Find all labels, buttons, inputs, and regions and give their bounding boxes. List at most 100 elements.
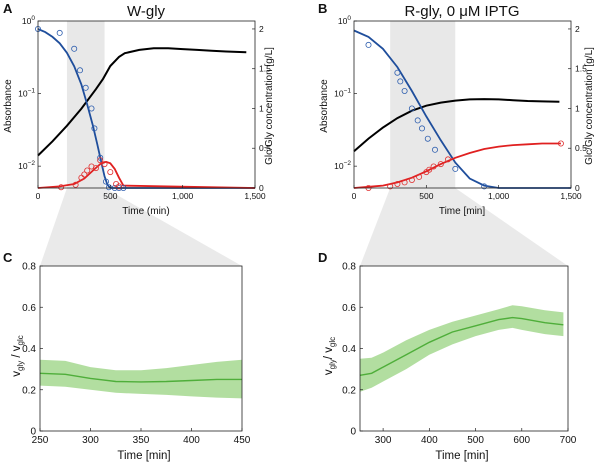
panel-c-ytick-label: 0.6 (22, 303, 36, 314)
panel-a-marker-glucose-data (71, 45, 78, 52)
panel-a-marker-glycerol-data (107, 169, 114, 176)
panel-c-ytick-label: 0.4 (22, 344, 36, 355)
panel-a-marker-glycerol-data (81, 171, 88, 178)
panel-c-xtick-label: 400 (183, 435, 200, 446)
panel-a-y2tick-label: 2 (259, 24, 264, 34)
panel-a-plot: 0 500 1,000 1,500 100 10−1 10−2 0 0.5 1 1.5 2 (18, 15, 271, 201)
panel-a-marker-glycerol-data (97, 157, 104, 164)
panel-a-series-glycerol-fit (37, 160, 256, 189)
panel-a-marker-glycerol-data (101, 161, 108, 168)
zoom-funnels (40, 188, 568, 266)
panel-a-marker-glycerol-data (58, 184, 65, 191)
zoom-funnel-a-to-c (40, 188, 242, 266)
panel-a-ylabel: Absorbance (3, 79, 14, 133)
panel-b-y2tick-label: 1.5 (575, 64, 587, 74)
panel-b-y2label: Glc/Gly concentration [g/L] (584, 47, 595, 165)
panel-label-a: A (3, 1, 13, 16)
panel-b-marker-glycerol-data (401, 179, 408, 186)
panel-b-xtick-label: 1,500 (560, 191, 582, 201)
panel-b-y2tick-label: 0 (575, 183, 580, 193)
panel-a-ytick-label: 100 (22, 15, 35, 26)
panel-d-xtick-label: 400 (421, 435, 438, 446)
panel-d-ytick-label: 0.2 (342, 385, 356, 396)
panel-b-marker-glucose-data (424, 135, 431, 142)
panel-b-ylabel: Absorbance (319, 79, 330, 133)
panel-c-mean-line (39, 372, 242, 383)
panel-d-xtick-label: 600 (513, 435, 530, 446)
panel-c: C Time [min] vgly / vglc 250 300 350 400 450… (3, 250, 251, 462)
panel-c-xtick-label: 350 (133, 435, 150, 446)
panel-b-y2tick-label: 2 (575, 24, 580, 34)
panel-d-ytick-label: 0.8 (342, 262, 356, 273)
panel-b-marker-glucose-data (365, 41, 372, 48)
panel-c-ylabel: vgly / vglc (11, 335, 25, 377)
panel-c-xtick-label: 250 (32, 435, 49, 446)
panel-label-c: C (3, 250, 13, 265)
panel-b-plot: 0 500 1,000 1,500 100 10−1 10−2 0 0.5 1 1.5 2 (334, 15, 587, 201)
panel-c-ytick-label: 0.2 (22, 385, 36, 396)
panel-a-series-absorbance (37, 47, 247, 157)
panel-a-marker-glucose-data (88, 105, 95, 112)
panel-b-marker-glucose-data (397, 78, 404, 85)
panel-a-shaded-region (66, 21, 105, 188)
panel-c-xlabel: Time [min] (117, 450, 170, 462)
panel-b-marker-glucose-data (394, 69, 401, 76)
panel-b-series-absorbance (353, 98, 560, 153)
panel-a-xtick-label: 0 (36, 191, 41, 201)
panel-label-d: D (318, 250, 327, 265)
panel-b-marker-glucose-data (431, 146, 438, 153)
panel-b-xlabel: Time [min] (439, 206, 486, 217)
panel-b-marker-glucose-data (401, 88, 408, 95)
panel-a-marker-glycerol-data (92, 165, 99, 172)
panel-b-series-glucose-fit (353, 29, 571, 189)
panel-a-series-glucose-fit (37, 28, 255, 189)
panel-d-xtick-label: 300 (375, 435, 392, 446)
panel-a-marker-glucose-data (105, 184, 112, 191)
panel-a-marker-glycerol-data (116, 183, 123, 190)
panel-c-confidence-band (40, 359, 242, 399)
panel-label-b: B (318, 1, 327, 16)
panel-d-xtick-label: 500 (467, 435, 484, 446)
panel-a-xtick-label: 1,500 (244, 191, 266, 201)
panel-b-marker-glucose-data (418, 125, 425, 132)
panel-b-title: R-gly, 0 μM IPTG (404, 3, 519, 20)
panel-b-marker-glucose-data (408, 105, 415, 112)
panel-b-ytick-label: 100 (338, 15, 351, 26)
panel-a-marker-glycerol-data (84, 167, 91, 174)
panel-b-marker-glycerol-data (557, 140, 564, 147)
panel-c-axes-box (39, 265, 243, 432)
zoom-funnel-b-to-d (360, 188, 568, 266)
panel-a-marker-glucose-data (103, 178, 110, 185)
panel-a-marker-glucose-data (97, 154, 104, 161)
panel-a-y2label: Glc/Gly concentration [g/L] (264, 47, 275, 165)
panel-b-xtick-label: 500 (419, 191, 433, 201)
panel-d-xtick-label: 700 (560, 435, 577, 446)
panel-a: A W-gly Time (min) Absorbance Glc/Gly co… (3, 1, 275, 217)
panel-c-xtick-label: 450 (234, 435, 251, 446)
panel-d: D Time [min] vgly/ vglc 300 400 500 600 700 0… (318, 250, 577, 462)
panel-a-marker-glucose-data (77, 67, 84, 74)
panel-a-axes-box (37, 20, 256, 189)
panel-d-mean-line (359, 316, 564, 376)
panel-b-marker-glycerol-data (430, 163, 437, 170)
panel-d-xlabel: Time [min] (435, 450, 488, 462)
panel-d-ytick-label: 0.6 (342, 303, 356, 314)
panel-a-marker-glucose-data (91, 125, 98, 132)
panel-b: B R-gly, 0 μM IPTG Time [min] Absorbance… (318, 1, 595, 217)
panel-c-ytick-label: 0 (30, 427, 36, 438)
panel-a-xtick-label: 500 (103, 191, 117, 201)
panel-b-marker-glycerol-data (408, 176, 415, 183)
panel-b-marker-glucose-data (481, 183, 488, 190)
panel-a-xlabel: Time (min) (122, 206, 169, 217)
panel-d-plot: 300 400 500 600 700 0 0.2 0.4 0.6 0.8 (342, 262, 577, 447)
panel-b-marker-glycerol-data (387, 183, 394, 190)
panel-b-ytick-label: 10−1 (334, 88, 351, 99)
panel-d-ytick-label: 0.4 (342, 344, 356, 355)
panel-c-plot: 250 300 350 400 450 0 0.2 0.4 0.6 0.8 (22, 262, 251, 447)
panel-b-marker-glycerol-data (426, 166, 433, 173)
panel-a-marker-glycerol-data (72, 181, 79, 188)
panel-b-xtick-label: 0 (352, 191, 357, 201)
panel-b-series-glycerol-fit (353, 142, 561, 189)
panel-a-ytick-label: 10−2 (18, 160, 35, 171)
panel-b-marker-glycerol-data (394, 180, 401, 187)
